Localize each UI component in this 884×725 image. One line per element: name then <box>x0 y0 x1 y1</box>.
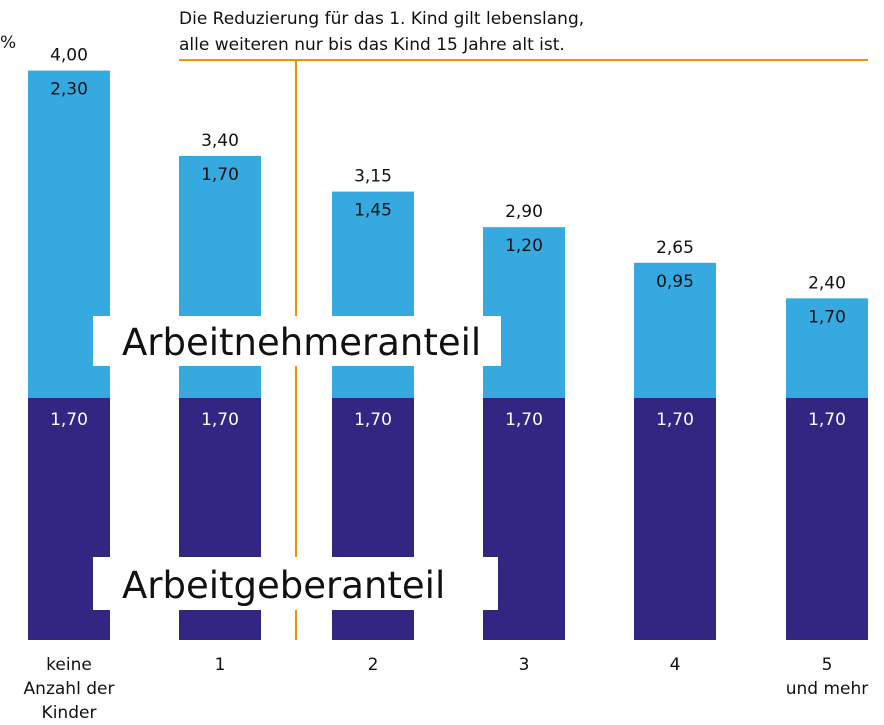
annotation-line-2: alle weiteren nur bis das Kind 15 Jahre … <box>179 35 565 55</box>
unit-label: % <box>0 33 16 53</box>
arbeitgeberanteil-label-2: 1,70 <box>354 410 392 430</box>
bar-arbeitgeberanteil-5 <box>786 398 868 640</box>
annotation-line-1: Die Reduzierung für das 1. Kind gilt leb… <box>179 9 584 29</box>
legend-arbeitnehmeranteil: Arbeitnehmeranteil <box>93 316 501 366</box>
category-label-5: 5 und mehr <box>786 655 869 699</box>
arbeitnehmeranteil-label-4: 0,95 <box>656 272 694 292</box>
legend-label-arbeitnehmeranteil: Arbeitnehmeranteil <box>122 321 481 364</box>
legend-label-arbeitgeberanteil: Arbeitgeberanteil <box>122 564 445 607</box>
arbeitgeberanteil-label-5: 1,70 <box>808 410 846 430</box>
total-label-2: 3,15 <box>354 167 392 187</box>
total-label-5: 2,40 <box>808 273 846 293</box>
arbeitgeberanteil-label-4: 1,70 <box>656 410 694 430</box>
x-axis-labels: keine Anzahl der Kinder 1 2 3 4 5 und mehr <box>24 655 869 723</box>
legend-box-arbeitgeberanteil <box>93 557 498 610</box>
total-label-1: 3,40 <box>201 131 239 151</box>
category-label-1: 1 <box>215 655 226 675</box>
total-label-0: 4,00 <box>50 46 88 66</box>
legend-arbeitgeberanteil: Arbeitgeberanteil <box>93 557 498 610</box>
category-label-2: 2 <box>368 655 379 675</box>
arbeitnehmeranteil-label-3: 1,20 <box>505 236 543 256</box>
arbeitgeberanteil-label-1: 1,70 <box>201 410 239 430</box>
bar-arbeitnehmeranteil-3 <box>483 227 565 398</box>
total-label-3: 2,90 <box>505 202 543 222</box>
arbeitnehmeranteil-label-5: 1,70 <box>808 307 846 327</box>
arbeitnehmeranteil-label-0: 2,30 <box>50 80 88 100</box>
category-label-4: 4 <box>670 655 681 675</box>
bar-arbeitnehmeranteil-5 <box>786 298 868 398</box>
total-label-4: 2,65 <box>656 238 694 258</box>
arbeitgeberanteil-label-3: 1,70 <box>505 410 543 430</box>
arbeitnehmeranteil-label-2: 1,45 <box>354 201 392 221</box>
arbeitnehmeranteil-label-1: 1,70 <box>201 165 239 185</box>
category-label-0: keine Anzahl der Kinder <box>24 655 115 723</box>
bar-arbeitnehmeranteil-4 <box>634 262 716 398</box>
bar-arbeitgeberanteil-4 <box>634 398 716 640</box>
arbeitgeberanteil-label-0: 1,70 <box>50 410 88 430</box>
bar-arbeitnehmeranteil-2 <box>332 191 414 398</box>
annotation: Die Reduzierung für das 1. Kind gilt leb… <box>179 9 868 640</box>
legend-box-arbeitnehmeranteil <box>93 316 501 366</box>
category-label-3: 3 <box>519 655 530 675</box>
